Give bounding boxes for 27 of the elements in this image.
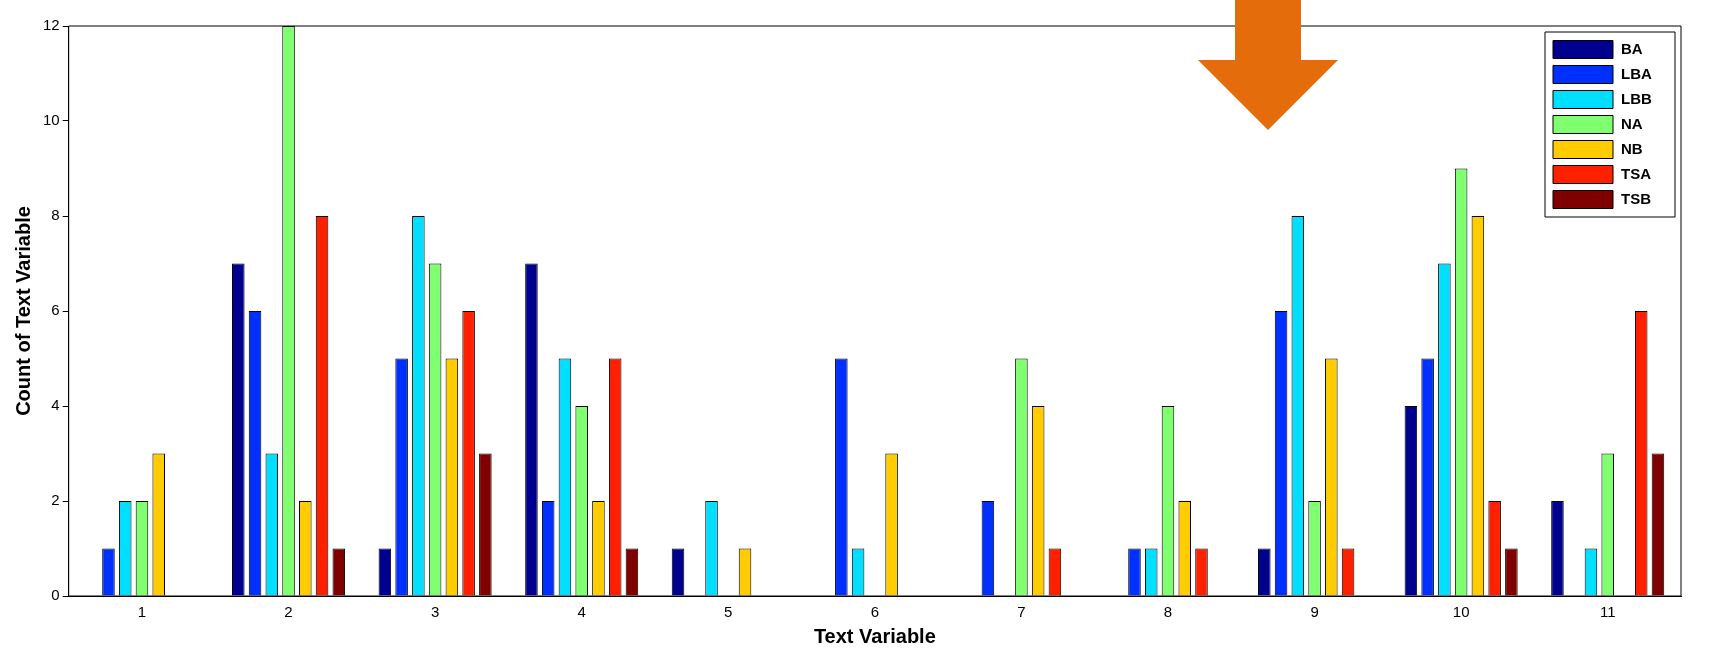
y-axis-title: Count of Text Variable: [11, 206, 34, 416]
legend-label: BA: [1621, 39, 1643, 57]
x-tick-label: 4: [577, 603, 586, 621]
x-tick-label: 6: [870, 603, 880, 621]
x-tick-label: 10: [1452, 603, 1470, 621]
legend-label: NB: [1621, 139, 1643, 157]
y-tick-label: 8: [51, 206, 60, 224]
legend-label: TSB: [1621, 189, 1652, 207]
y-tick-label: 0: [51, 586, 60, 604]
legend-label: NA: [1621, 114, 1643, 132]
x-tick-label: 2: [284, 603, 293, 621]
x-tick-label: 9: [1310, 603, 1319, 621]
x-tick-label: 7: [1017, 603, 1026, 621]
x-tick-label: 5: [724, 603, 733, 621]
legend-label: TSA: [1621, 164, 1652, 182]
legend-label: LBB: [1621, 89, 1652, 107]
x-tick-label: 11: [1599, 603, 1616, 621]
x-tick-label: 1: [137, 603, 147, 621]
y-tick-label: 6: [51, 301, 60, 319]
x-axis-title: Text Variable: [813, 624, 936, 647]
x-tick-label: 3: [430, 603, 440, 621]
legend-label: LBA: [1621, 64, 1652, 82]
y-tick-label: 12: [43, 16, 60, 34]
x-tick-label: 8: [1163, 603, 1173, 621]
y-tick-label: 4: [51, 396, 60, 414]
y-tick-label: 10: [43, 111, 60, 129]
y-tick-label: 2: [51, 491, 60, 509]
